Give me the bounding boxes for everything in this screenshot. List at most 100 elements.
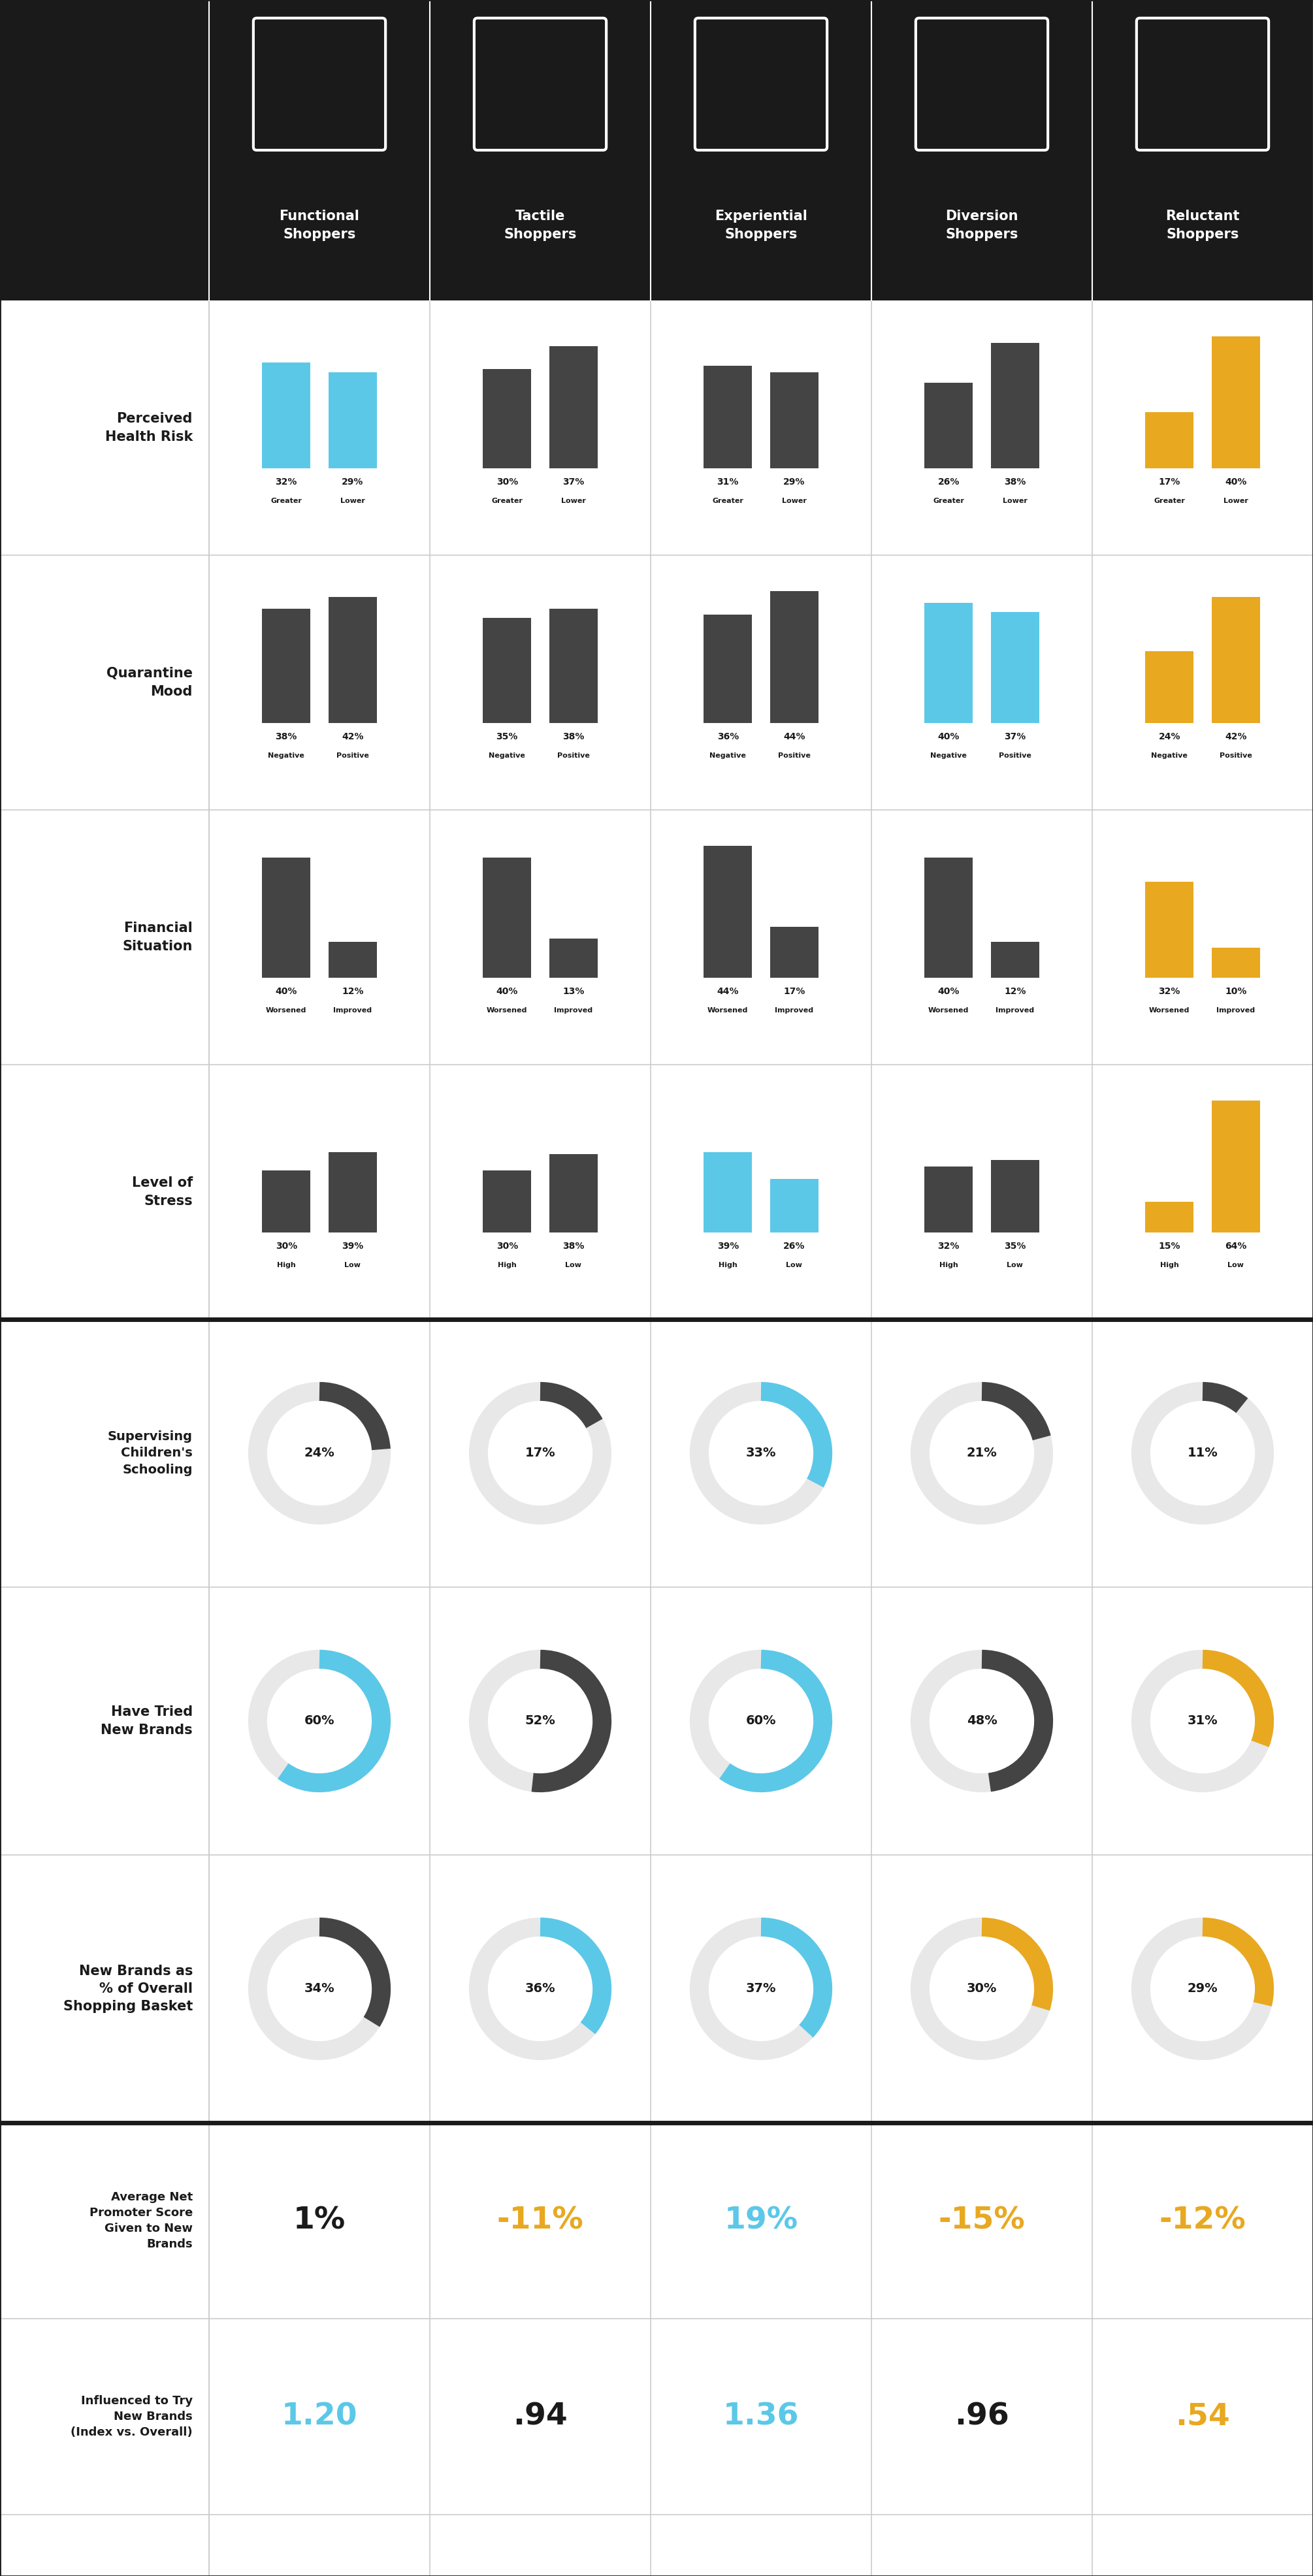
Bar [704, 366, 752, 469]
Bar [328, 943, 377, 979]
Bar [549, 1154, 597, 1234]
Text: 40%: 40% [496, 987, 519, 997]
Bar [769, 374, 818, 469]
Text: 29%: 29% [784, 477, 805, 487]
Text: Low: Low [1228, 1262, 1243, 1267]
Text: Improved: Improved [554, 1007, 592, 1015]
Bar [0, 0, 1313, 301]
Bar [263, 1170, 311, 1234]
Bar [990, 943, 1039, 979]
Text: High: High [939, 1262, 958, 1267]
Text: 60%: 60% [746, 1716, 776, 1728]
Bar [483, 368, 532, 469]
Text: Financial
Situation: Financial Situation [122, 922, 193, 953]
Text: Low: Low [565, 1262, 582, 1267]
Text: 40%: 40% [276, 987, 297, 997]
Text: 40%: 40% [937, 987, 960, 997]
Text: High: High [1161, 1262, 1179, 1267]
Text: 42%: 42% [341, 732, 364, 742]
Text: Low: Low [1007, 1262, 1023, 1267]
Text: 40%: 40% [937, 732, 960, 742]
Text: 30%: 30% [496, 1242, 517, 1252]
Text: 30%: 30% [496, 477, 517, 487]
Text: Influenced to Try
New Brands
(Index vs. Overall): Influenced to Try New Brands (Index vs. … [71, 2396, 193, 2439]
Text: 44%: 44% [783, 732, 805, 742]
Bar [483, 858, 532, 979]
Text: 30%: 30% [276, 1242, 297, 1252]
Text: Experiential
Shoppers: Experiential Shoppers [714, 209, 807, 242]
Text: 17%: 17% [525, 1448, 555, 1461]
Text: Low: Low [786, 1262, 802, 1267]
Text: -12%: -12% [1159, 2205, 1246, 2236]
Text: 37%: 37% [746, 1984, 776, 1994]
Text: Lower: Lower [1003, 497, 1027, 505]
Text: Quarantine
Mood: Quarantine Mood [106, 667, 193, 698]
Text: Negative: Negative [488, 752, 525, 760]
Bar [704, 845, 752, 979]
Text: Improved: Improved [775, 1007, 814, 1015]
Text: Diversion
Shoppers: Diversion Shoppers [945, 209, 1018, 242]
Text: 40%: 40% [1225, 477, 1246, 487]
Bar [990, 613, 1039, 724]
Text: 36%: 36% [717, 732, 739, 742]
Text: 38%: 38% [562, 1242, 584, 1252]
Bar [549, 938, 597, 979]
Text: Greater: Greater [712, 497, 743, 505]
Bar [769, 927, 818, 979]
Text: 1%: 1% [293, 2205, 345, 2236]
Text: Greater: Greater [491, 497, 523, 505]
Text: 36%: 36% [525, 1984, 555, 1994]
Text: Lower: Lower [561, 497, 586, 505]
Text: 26%: 26% [784, 1242, 805, 1252]
Bar [483, 1170, 532, 1234]
Text: High: High [718, 1262, 738, 1267]
Text: Improved: Improved [995, 1007, 1035, 1015]
Bar [328, 1151, 377, 1234]
Bar [483, 618, 532, 724]
Text: 12%: 12% [1004, 987, 1025, 997]
Text: 10%: 10% [1225, 987, 1246, 997]
Text: Lower: Lower [1224, 497, 1249, 505]
Text: Worsened: Worsened [708, 1007, 748, 1015]
Text: 38%: 38% [562, 732, 584, 742]
Text: Negative: Negative [1152, 752, 1188, 760]
Bar [263, 608, 311, 724]
Text: 42%: 42% [1225, 732, 1246, 742]
Text: 12%: 12% [341, 987, 364, 997]
Text: High: High [498, 1262, 516, 1267]
Text: Level of
Stress: Level of Stress [131, 1177, 193, 1208]
Bar [549, 345, 597, 469]
Bar [990, 343, 1039, 469]
Text: .54: .54 [1175, 2401, 1230, 2432]
Text: Positive: Positive [777, 752, 810, 760]
Text: 17%: 17% [1158, 477, 1180, 487]
Text: 35%: 35% [496, 732, 519, 742]
Text: Perceived
Health Risk: Perceived Health Risk [105, 412, 193, 443]
Text: 39%: 39% [341, 1242, 364, 1252]
Text: Lower: Lower [781, 497, 806, 505]
Text: 48%: 48% [966, 1716, 997, 1728]
Text: 29%: 29% [1187, 1984, 1218, 1994]
Text: 60%: 60% [305, 1716, 335, 1728]
Text: Negative: Negative [268, 752, 305, 760]
Text: Worsened: Worsened [267, 1007, 307, 1015]
Bar [1212, 335, 1260, 469]
Text: Positive: Positive [336, 752, 369, 760]
Bar [990, 1159, 1039, 1234]
Text: 1.36: 1.36 [723, 2401, 800, 2432]
Bar [263, 858, 311, 979]
Bar [263, 363, 311, 469]
Text: 1.20: 1.20 [281, 2401, 357, 2432]
Text: 32%: 32% [1158, 987, 1180, 997]
Text: Negative: Negative [709, 752, 746, 760]
Text: Greater: Greater [1154, 497, 1186, 505]
Bar [1145, 1200, 1194, 1234]
Text: Supervising
Children's
Schooling: Supervising Children's Schooling [108, 1430, 193, 1476]
Bar [328, 374, 377, 469]
Text: -11%: -11% [496, 2205, 583, 2236]
Text: .94: .94 [513, 2401, 567, 2432]
Text: 52%: 52% [525, 1716, 555, 1728]
Bar [924, 381, 973, 469]
Text: 11%: 11% [1187, 1448, 1218, 1461]
Bar [704, 616, 752, 724]
